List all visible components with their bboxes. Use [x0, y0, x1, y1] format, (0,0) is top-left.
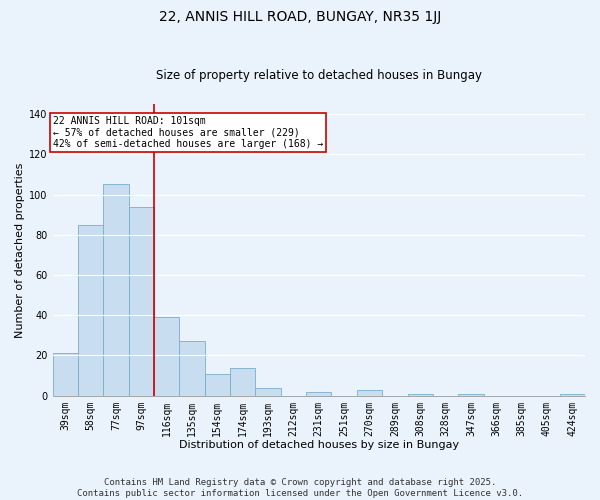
Bar — [560, 394, 585, 396]
Text: 22, ANNIS HILL ROAD, BUNGAY, NR35 1JJ: 22, ANNIS HILL ROAD, BUNGAY, NR35 1JJ — [159, 10, 441, 24]
Text: 22 ANNIS HILL ROAD: 101sqm
← 57% of detached houses are smaller (229)
42% of sem: 22 ANNIS HILL ROAD: 101sqm ← 57% of deta… — [53, 116, 323, 150]
X-axis label: Distribution of detached houses by size in Bungay: Distribution of detached houses by size … — [179, 440, 459, 450]
Bar — [53, 354, 78, 396]
Bar — [205, 374, 230, 396]
Text: Contains HM Land Registry data © Crown copyright and database right 2025.
Contai: Contains HM Land Registry data © Crown c… — [77, 478, 523, 498]
Bar — [128, 206, 154, 396]
Bar — [230, 368, 256, 396]
Bar — [78, 224, 103, 396]
Bar — [306, 392, 331, 396]
Title: Size of property relative to detached houses in Bungay: Size of property relative to detached ho… — [156, 69, 482, 82]
Bar — [357, 390, 382, 396]
Bar — [256, 388, 281, 396]
Bar — [154, 318, 179, 396]
Bar — [103, 184, 128, 396]
Bar — [407, 394, 433, 396]
Y-axis label: Number of detached properties: Number of detached properties — [15, 162, 25, 338]
Bar — [458, 394, 484, 396]
Bar — [179, 342, 205, 396]
